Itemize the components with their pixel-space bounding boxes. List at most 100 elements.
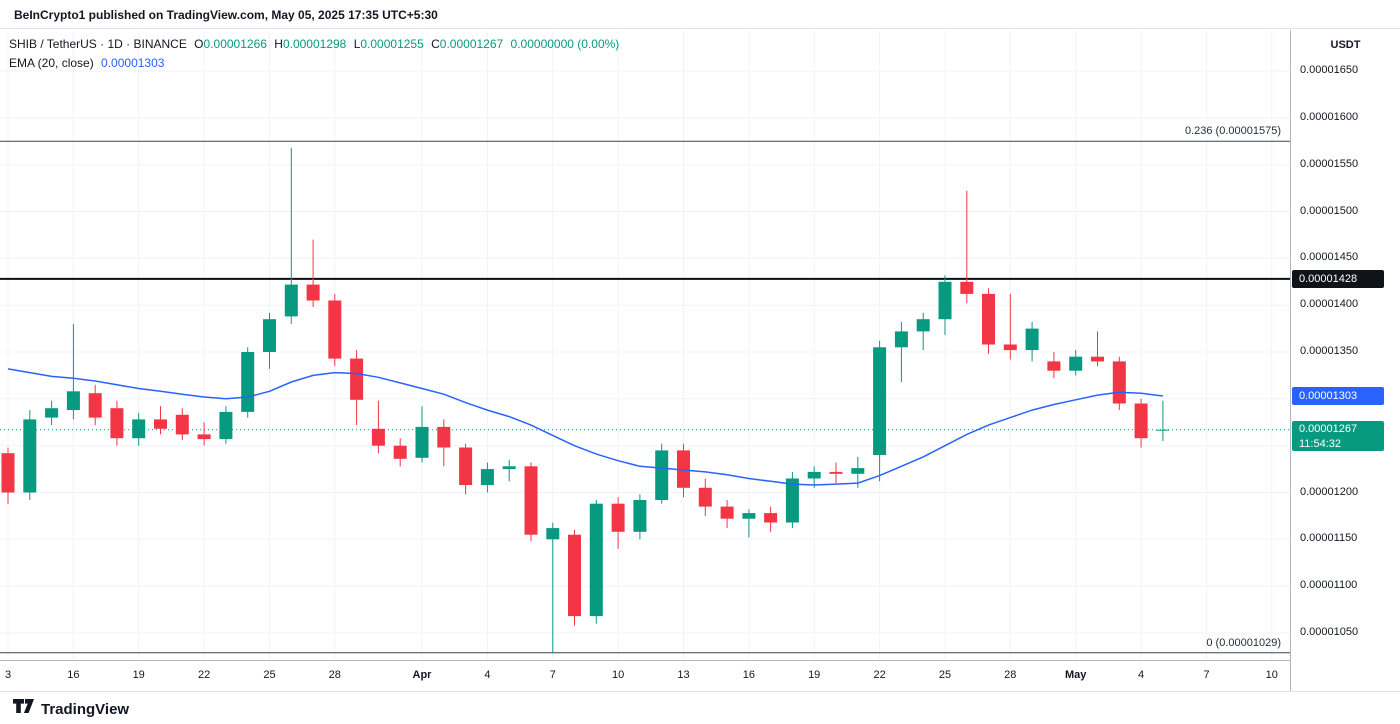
candle-body (197, 434, 211, 440)
candle-body (154, 419, 167, 429)
ema-price-badge: 0.00001303 (1292, 387, 1384, 405)
candle-body (742, 513, 756, 519)
candle-body (175, 414, 189, 435)
high-value: 0.00001298 (282, 37, 347, 51)
price-tick-label: 0.00001450 (1300, 251, 1359, 264)
high-label: H (274, 37, 283, 51)
candle-body (393, 445, 407, 459)
close-label: C (431, 37, 440, 51)
time-tick-label: 3 (4, 669, 12, 681)
candle-body (306, 284, 320, 301)
price-tick-label: 0.00001150 (1300, 532, 1358, 545)
time-axis[interactable]: 3 16 19 22 25 28 Apr 4 7 10 13 16 19 22 25 28 May 4 7 10 (0, 660, 1290, 691)
candle-body (851, 468, 865, 474)
price-tick-label: 0.00001400 (1300, 298, 1359, 311)
time-tick-label: 16 (742, 669, 756, 681)
candle-body (1069, 356, 1083, 371)
candle-body (698, 487, 712, 507)
candle-body (371, 428, 385, 446)
time-tick-label: 22 (873, 669, 886, 681)
candle-body (785, 478, 799, 523)
legend-symbol-row[interactable]: SHIB / TetherUS · 1D · BINANCE O0.000012… (9, 35, 619, 54)
close-value: 0.00001267 (439, 37, 504, 51)
candle-body (524, 466, 538, 535)
symbol-title[interactable]: SHIB / TetherUS · 1D · BINANCE (9, 37, 187, 51)
candle-body (45, 408, 59, 418)
time-tick-label: 4 (1138, 669, 1145, 681)
candle-body (23, 419, 37, 493)
time-tick-label: 7 (1203, 669, 1210, 681)
price-tick-label: 0.00001100 (1300, 579, 1358, 592)
tradingview-brand[interactable]: TradingView (13, 699, 129, 719)
candle-body (437, 426, 451, 448)
candlestick-chart[interactable] (0, 30, 1290, 660)
time-tick-label: 7 (549, 669, 556, 681)
price-axis-unit[interactable]: USDT (1330, 39, 1361, 51)
time-tick-label: 28 (328, 669, 341, 681)
price-tick-label: 0.00001350 (1300, 345, 1359, 357)
candle-body (284, 284, 298, 317)
price-tick-label: 0.00001050 (1300, 626, 1359, 638)
time-tick-label: 25 (938, 669, 952, 681)
chart-area[interactable]: SHIB / TetherUS · 1D · BINANCE O0.000012… (0, 30, 1290, 660)
candle-body (1156, 429, 1170, 431)
candle-body (611, 503, 625, 532)
candle-body (807, 471, 821, 479)
candle-body (88, 393, 102, 418)
legend-ema-row[interactable]: EMA (20, close) 0.00001303 (9, 54, 619, 73)
time-tick-label: 10 (1265, 669, 1278, 681)
candle-body (589, 503, 603, 617)
open-value: 0.00001266 (203, 37, 267, 51)
fib-lower-label: 0 (0.00001029) (1206, 636, 1281, 649)
time-tick-label: 13 (677, 669, 690, 681)
time-tick-label: 19 (808, 669, 821, 681)
ema-label: EMA (20, close) (9, 56, 94, 70)
candle-body (916, 319, 930, 332)
price-tick-label: 0.00001200 (1300, 485, 1359, 498)
time-tick-label: 22 (197, 669, 211, 681)
price-axis[interactable]: USDT 0.00001650 0.00001600 0.00001550 0.000… (1290, 30, 1400, 691)
time-tick-label: 4 (484, 669, 491, 681)
fib-upper-label: 0.236 (0.00001575) (1184, 125, 1281, 138)
candle-body (938, 281, 952, 320)
candle-body (1025, 328, 1039, 351)
tradingview-logo-icon (13, 699, 35, 719)
price-tick-label: 0.00001650 (1300, 64, 1359, 76)
candle-body (1112, 361, 1126, 404)
time-tick-label: 28 (1004, 669, 1017, 681)
candle-body (1134, 403, 1148, 439)
candle-body (568, 534, 581, 617)
candle-body (415, 426, 429, 458)
time-tick-label: Apr (412, 669, 432, 681)
candle-body (1091, 356, 1104, 362)
candle-body (1047, 361, 1061, 371)
chart-legend: SHIB / TetherUS · 1D · BINANCE O0.000012… (9, 35, 619, 73)
candle-body (960, 281, 974, 294)
price-tick-label: 0.00001600 (1300, 110, 1359, 123)
candle-body (263, 319, 276, 352)
candle-body (764, 513, 778, 523)
publish-header: BeInCrypto1 published on TradingView.com… (0, 0, 1400, 29)
ema-line[interactable] (7, 368, 1163, 486)
publish-line: BeInCrypto1 published on TradingView.com… (14, 8, 438, 22)
candle-body (655, 450, 669, 500)
candle-body (459, 447, 473, 485)
candle-body (633, 500, 647, 532)
time-tick-label: 19 (132, 669, 145, 681)
candle-body (110, 408, 124, 439)
time-tick-label: 10 (611, 669, 625, 681)
candle-body (480, 469, 494, 485)
candle-body (502, 466, 516, 470)
candle-body (546, 528, 560, 540)
candle-body (829, 471, 843, 474)
candle-body (219, 411, 233, 440)
candle-body (350, 358, 364, 400)
candle-body (66, 391, 80, 411)
candle-body (1003, 344, 1017, 351)
open-label: O (194, 37, 204, 51)
ema-value: 0.00001303 (101, 56, 165, 70)
time-tick-label: 16 (67, 669, 80, 681)
candle-body (720, 506, 734, 519)
footer-bar: TradingView (0, 691, 1400, 724)
